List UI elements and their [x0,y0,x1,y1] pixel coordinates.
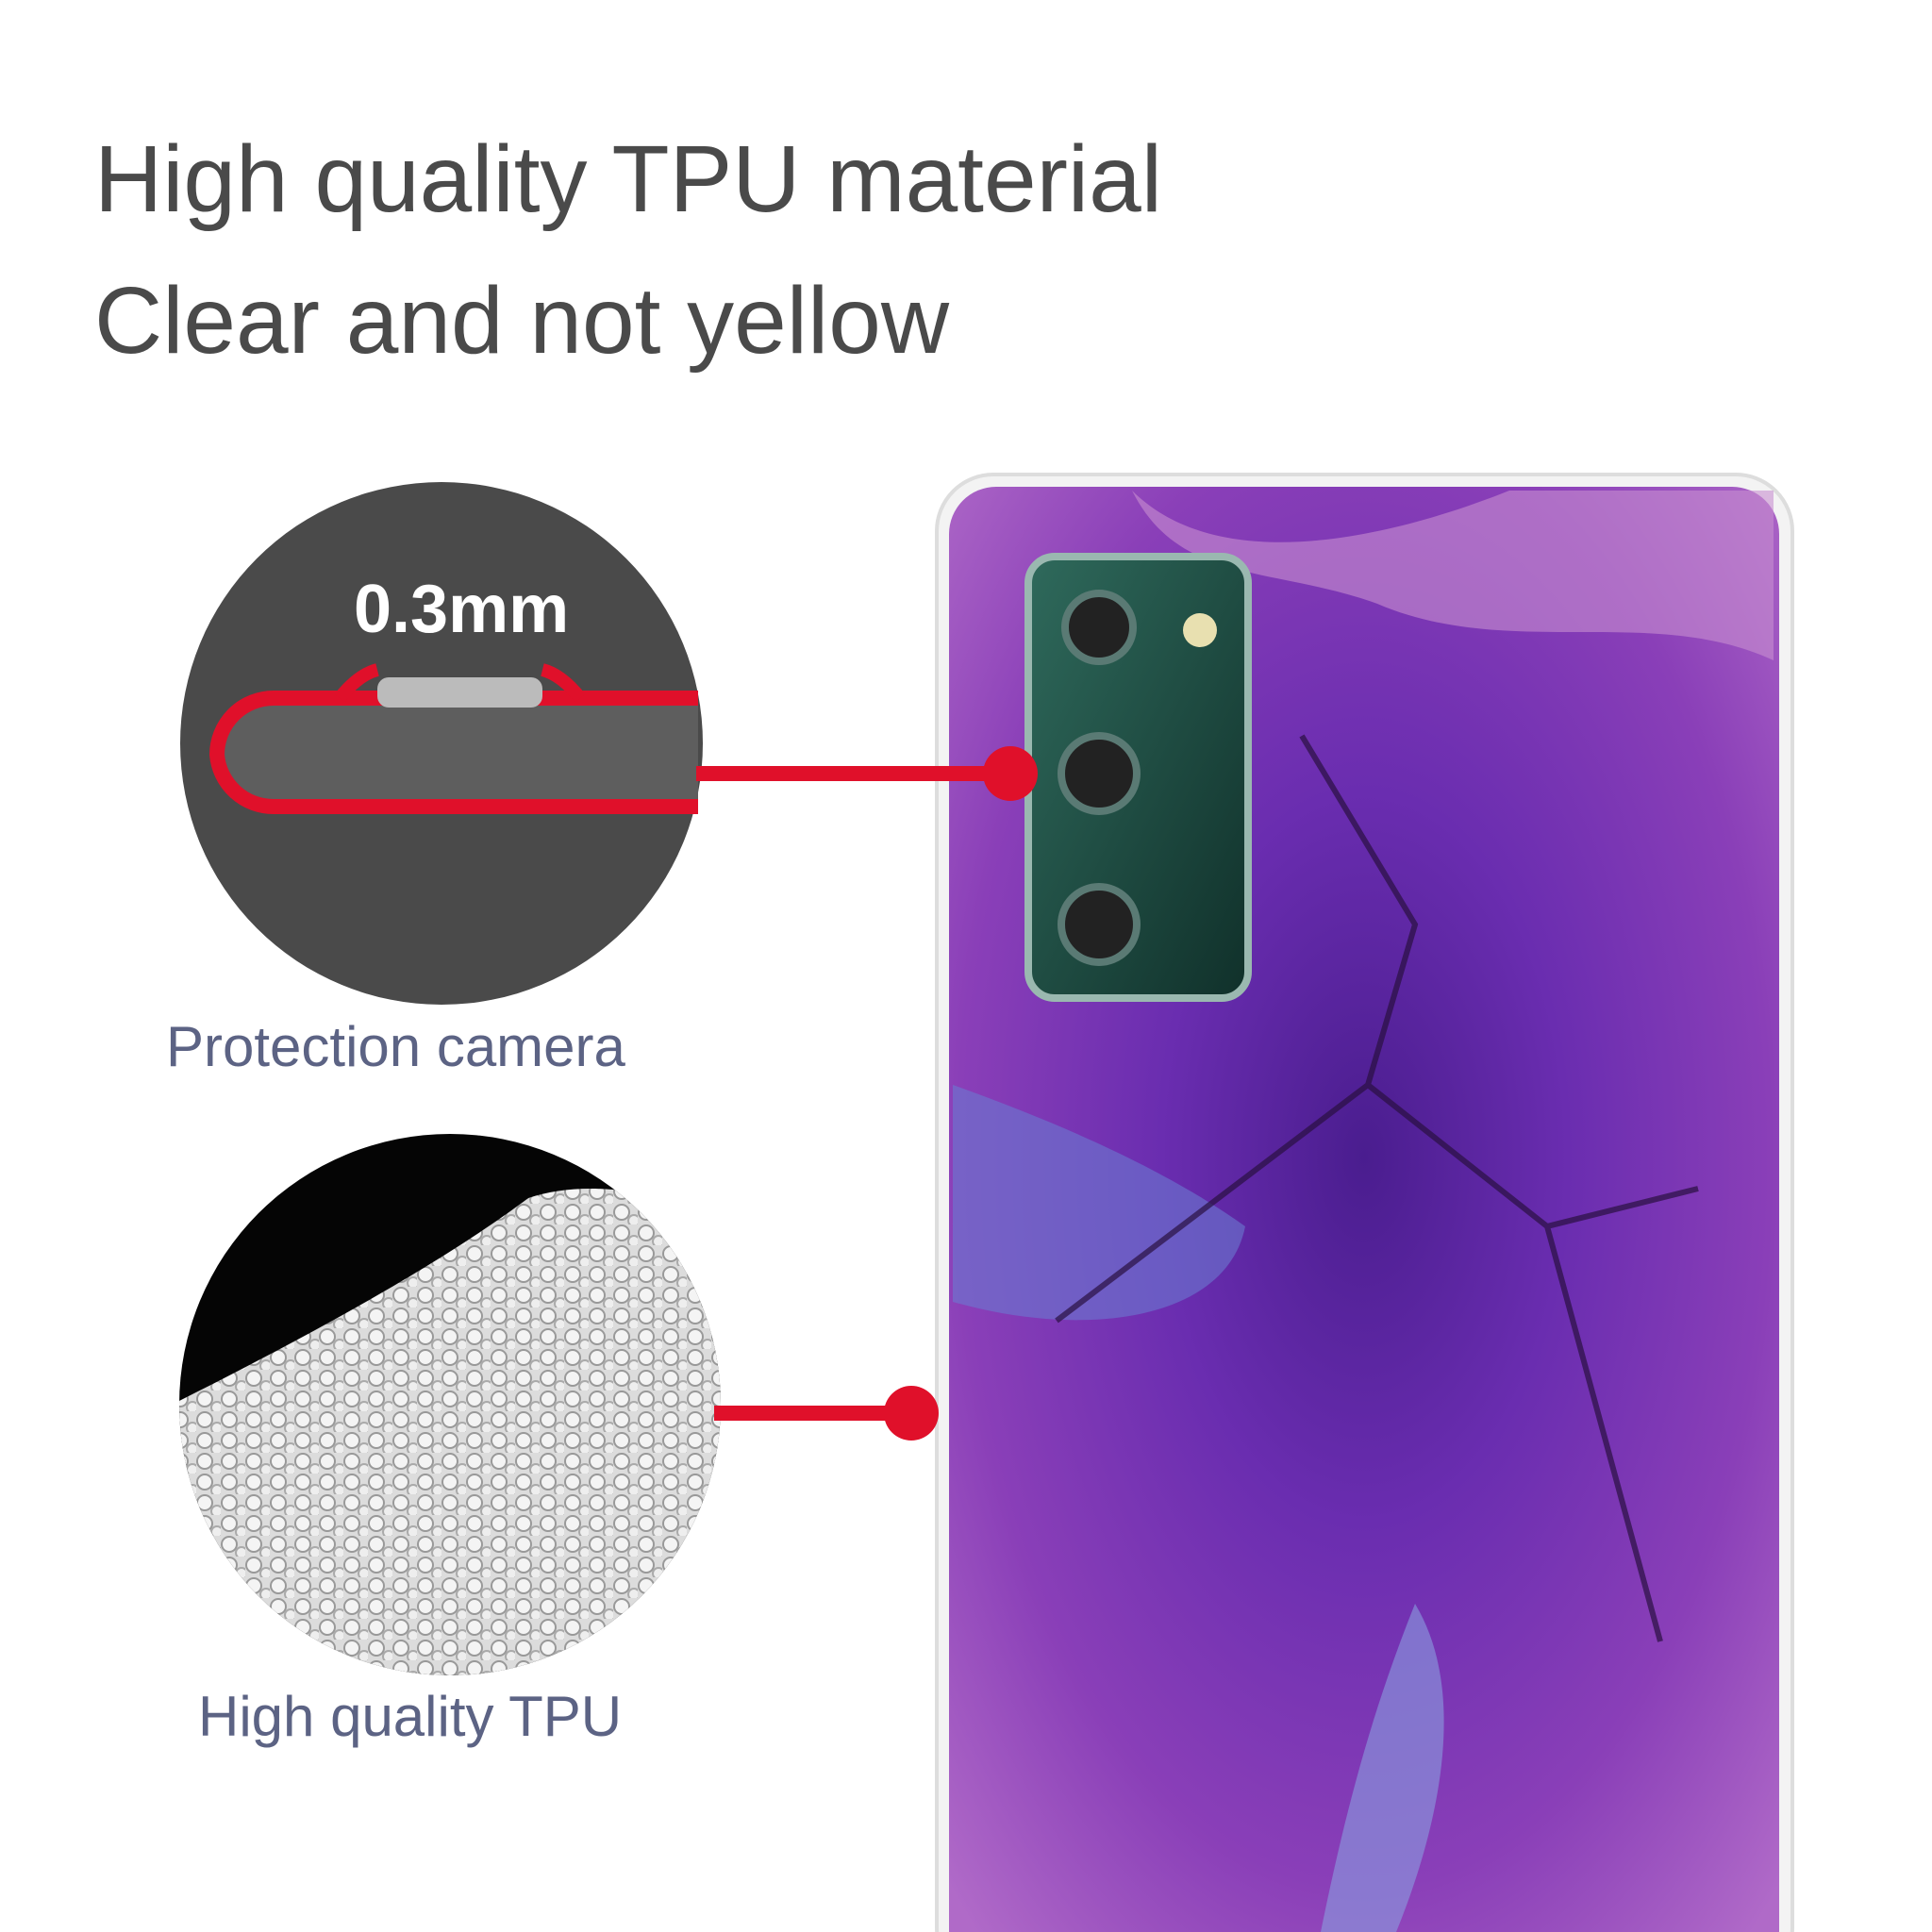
headline-line-2: Clear and not yellow [94,268,950,374]
camera-protection-callout [180,482,1038,1005]
protection-camera-label: Protection camera [166,1015,625,1078]
high-quality-tpu-label: High quality TPU [198,1685,623,1748]
tpu-material-callout [179,1134,939,1675]
headline-line-1: High quality TPU material [94,126,1162,232]
thickness-label: 0.3mm [354,572,570,647]
camera-module [1024,553,1252,1002]
